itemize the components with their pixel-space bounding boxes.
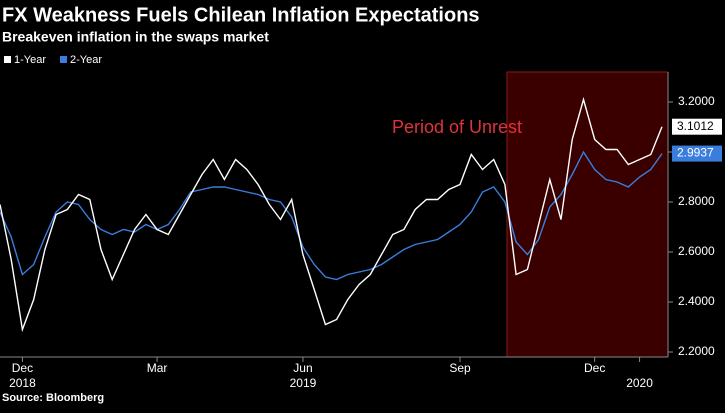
- x-tick-label: Mar: [147, 361, 168, 375]
- y-tick-label: 2.8000: [678, 194, 715, 208]
- last-value-label: 2.9937: [677, 146, 714, 160]
- chart-title: FX Weakness Fuels Chilean Inflation Expe…: [2, 4, 480, 26]
- y-tick-label: 2.4000: [678, 294, 715, 308]
- x-year-label: 2018: [9, 376, 36, 390]
- y-tick-label: 2.6000: [678, 244, 715, 258]
- x-tick-label: Sep: [449, 361, 471, 375]
- legend-swatch: [60, 56, 67, 63]
- x-year-label: 2020: [626, 376, 653, 390]
- last-value-box: [672, 145, 722, 162]
- x-tick-label: Dec: [584, 361, 605, 375]
- unrest-shade: [506, 71, 669, 358]
- last-value-label: 3.1012: [677, 119, 714, 133]
- x-tick-label: Jun: [293, 361, 312, 375]
- legend-label: 2-Year: [70, 54, 102, 66]
- x-year-label: 2019: [290, 376, 317, 390]
- series-line: [0, 96, 663, 333]
- series-line: [0, 150, 663, 281]
- last-value-box: [672, 118, 722, 135]
- legend-label: 1-Year: [14, 54, 46, 66]
- legend-swatch: [4, 56, 11, 63]
- annotation: Period of Unrest: [392, 117, 522, 137]
- chart-subtitle: Breakeven inflation in the swaps market: [2, 29, 269, 45]
- y-tick-label: 2.2000: [678, 344, 715, 358]
- y-tick-label: 3.2000: [678, 94, 715, 108]
- source: Source: Bloomberg: [2, 392, 104, 404]
- x-tick-label: Dec: [12, 361, 33, 375]
